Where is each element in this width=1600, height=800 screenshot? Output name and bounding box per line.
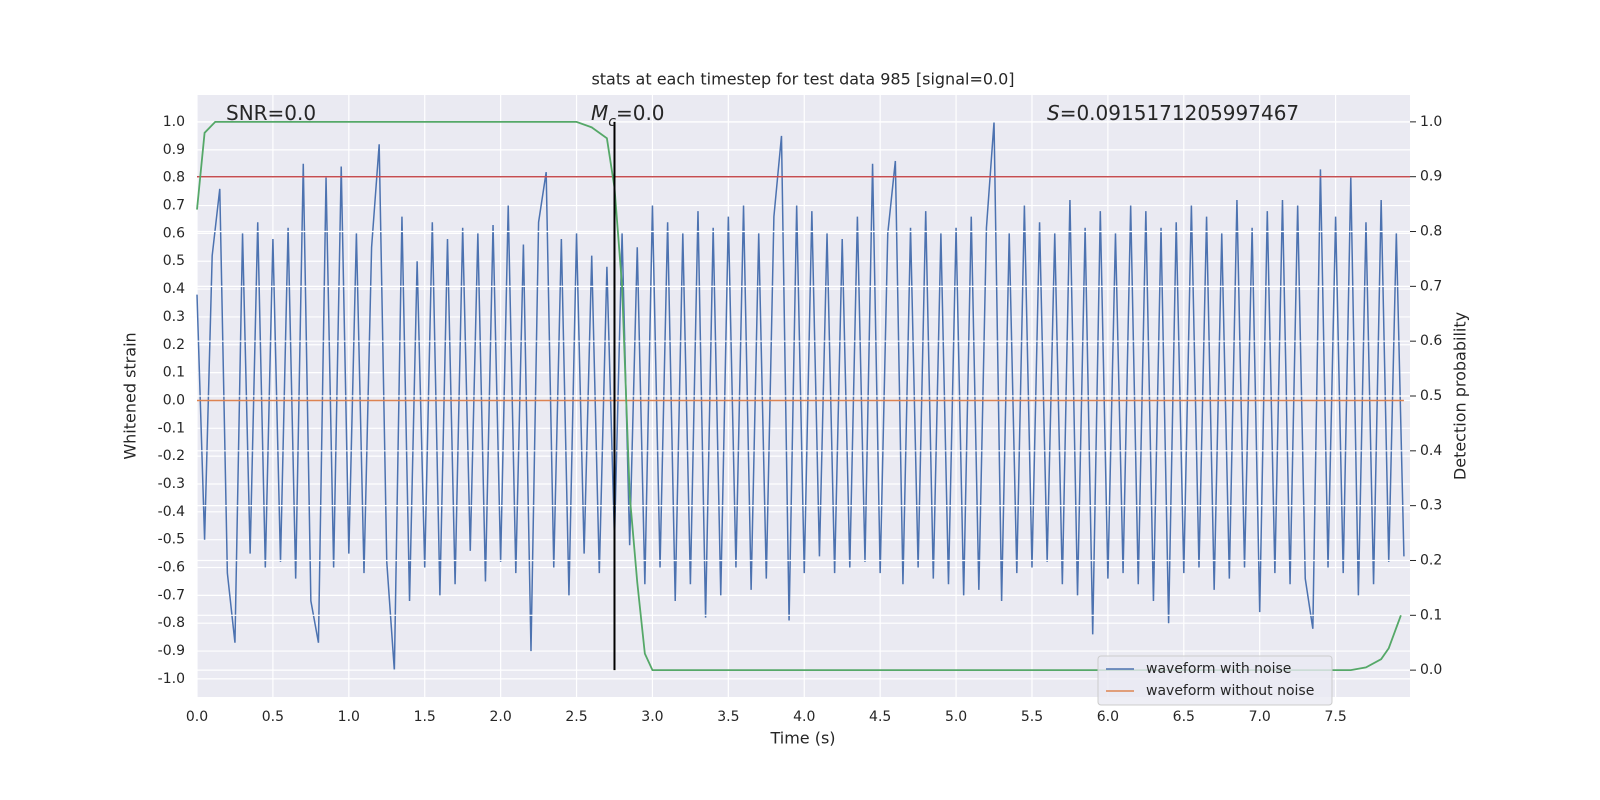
annotation-symbol: S <box>1047 101 1060 125</box>
x-tick-label: 0.5 <box>262 709 284 725</box>
y2-tick-label: 0.4 <box>1420 443 1442 459</box>
y-tick-label: -0.9 <box>158 643 185 659</box>
y-tick-label: -0.6 <box>158 560 185 576</box>
y-tick-label: 0.3 <box>163 309 185 325</box>
y-tick-label: 0.5 <box>163 253 185 269</box>
x-tick-label: 6.0 <box>1097 709 1119 725</box>
x-tick-label: 0.0 <box>186 709 208 725</box>
x-tick-label: 5.5 <box>1021 709 1043 725</box>
annotation-subscript: c <box>608 114 616 130</box>
y2-tick-label: 0.0 <box>1420 662 1442 678</box>
y-tick-label: 0.8 <box>163 170 185 186</box>
x-tick-label: 3.0 <box>641 709 663 725</box>
y2-tick-label: 1.0 <box>1420 114 1442 130</box>
probability-line <box>196 120 1402 672</box>
annotation-text: =0.0 <box>616 101 665 125</box>
legend-box <box>1097 655 1333 706</box>
y-tick-label: -0.7 <box>158 587 185 603</box>
y2-tick-label: 0.3 <box>1420 498 1442 514</box>
y-tick-label: -0.1 <box>158 420 185 436</box>
chart-title: stats at each timestep for test data 985… <box>591 70 1014 89</box>
x-tick-label: 4.0 <box>793 709 815 725</box>
legend-label: waveform with noise <box>1146 661 1291 677</box>
y-axis-label: Whitened strain <box>121 332 140 459</box>
x-tick-label: 3.5 <box>717 709 739 725</box>
y-tick-label: -1.0 <box>158 671 185 687</box>
x-tick-label: 1.0 <box>338 709 360 725</box>
tick-labels: 0.0 0.5 1.0 1.5 2.0 2.5 3.0 3.5 4.0 4.5 5.0 5.5 6.0 6… <box>158 114 1347 725</box>
annotation-symbol: M <box>591 101 608 125</box>
y2-tick-label: 0.9 <box>1420 169 1442 185</box>
x-tick-label: 7.0 <box>1249 709 1271 725</box>
y-tick-label: 0.1 <box>163 365 185 381</box>
y-tick-label: 1.0 <box>163 114 185 130</box>
y-tick-label: -0.3 <box>158 476 185 492</box>
y2-axis-label: Detection probability <box>1451 312 1470 480</box>
y-tick-label: -0.5 <box>158 532 185 548</box>
y2-tick-label: 0.2 <box>1420 552 1442 568</box>
annotation: SNR=0.0 <box>226 101 316 125</box>
annotation-text: SNR=0.0 <box>226 101 316 125</box>
x-tick-label: 2.5 <box>565 709 587 725</box>
y2-tick-label: 0.6 <box>1420 333 1442 349</box>
y-tick-label: 0.9 <box>163 142 185 158</box>
y-tick-label: 0.6 <box>163 225 185 241</box>
y2-tick-label: 0.7 <box>1420 278 1442 294</box>
x-tick-label: 7.5 <box>1324 709 1346 725</box>
annotation: S=0.0915171205997467 <box>1047 101 1299 125</box>
marks <box>196 121 1405 671</box>
line-series <box>196 121 1405 671</box>
annotation-text: =0.0915171205997467 <box>1060 101 1299 125</box>
y-tick-label: -0.4 <box>158 504 185 520</box>
y-tick-label: 0.2 <box>163 337 185 353</box>
y2-tick-label: 0.1 <box>1420 607 1442 623</box>
x-tick-label: 4.5 <box>869 709 891 725</box>
y-tick-label: 0.0 <box>163 392 185 408</box>
x-tick-label: 2.0 <box>489 709 511 725</box>
x-tick-label: 1.5 <box>414 709 436 725</box>
y-tick-label: 0.7 <box>163 198 185 214</box>
legend: waveform with noise waveform without nois… <box>1097 655 1333 706</box>
x-axis-label: Time (s) <box>769 729 835 748</box>
legend-label: waveform without noise <box>1146 683 1314 699</box>
y2-tick-label: 0.5 <box>1420 388 1442 404</box>
y-tick-label: 0.4 <box>163 281 185 297</box>
x-tick-label: 6.5 <box>1173 709 1195 725</box>
y-tick-label: -0.2 <box>158 448 185 464</box>
x-tick-label: 5.0 <box>945 709 967 725</box>
y2-tick-label: 0.8 <box>1420 224 1442 240</box>
y-tick-label: -0.8 <box>158 615 185 631</box>
annotation: Mc=0.0 <box>591 101 665 131</box>
